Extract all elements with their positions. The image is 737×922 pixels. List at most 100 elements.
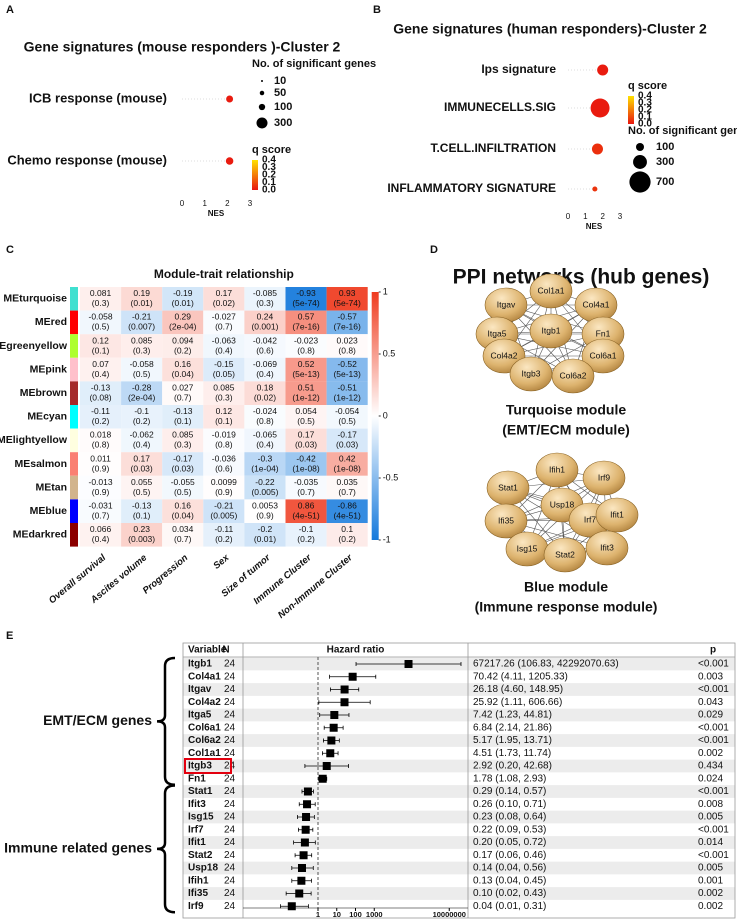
- heatmap-cell: [80, 475, 122, 500]
- x-axis-label: NES: [208, 209, 225, 218]
- heatmap-cell: [326, 310, 368, 335]
- cell-value: -0.21: [214, 500, 234, 510]
- x-tick-label: 3: [248, 199, 253, 208]
- cell-value: -0.063: [212, 335, 236, 345]
- cell-value: -0.054: [335, 406, 359, 416]
- variable: Stat2: [188, 850, 213, 861]
- cell-pvalue: (0.1): [133, 510, 151, 520]
- heatmap-cell: [203, 499, 245, 523]
- cell-pvalue: (0.2): [174, 345, 192, 355]
- cell-pvalue: (4e-51): [333, 510, 361, 520]
- variable: Usp18: [188, 863, 218, 874]
- cell-pvalue: (0.4): [256, 440, 274, 450]
- x-axis-label: NES: [586, 222, 603, 231]
- heatmap-cell: [285, 287, 327, 311]
- hr-marker: [404, 660, 413, 668]
- heatmap-cell: [80, 287, 122, 311]
- x-tick-label: 0: [566, 212, 571, 221]
- heatmap-cell: [80, 310, 122, 335]
- cell-pvalue: (0.003): [128, 534, 155, 544]
- heatmap-cell: [80, 499, 122, 523]
- q-legend-label: 0.4: [262, 155, 276, 166]
- heatmap-cell: [285, 428, 327, 453]
- n-value: 24: [224, 850, 236, 861]
- heatmap-cell: [162, 381, 204, 405]
- heatmap-cell: [162, 452, 204, 476]
- cell-pvalue: (0.4): [215, 345, 233, 355]
- n-value: 24: [224, 748, 236, 759]
- cell-pvalue: (0.9): [92, 487, 110, 497]
- cell-value: 0.0099: [211, 477, 237, 487]
- cell-value: -0.13: [132, 500, 152, 510]
- n-value: 24: [224, 786, 236, 797]
- size-legend-dot: [260, 79, 264, 83]
- size-legend-dot: [259, 90, 265, 96]
- heatmap-cell: [162, 499, 204, 523]
- heatmap-cell: [80, 452, 122, 476]
- heatmap-cell: [244, 499, 286, 523]
- row-label: MEdarkred: [13, 529, 67, 541]
- p-value: 0.001: [698, 875, 723, 886]
- row-band: [183, 836, 735, 849]
- cell-value: 0.29: [174, 312, 191, 322]
- hr-marker: [301, 825, 310, 834]
- cell-pvalue: (0.03): [336, 440, 358, 450]
- n-value: 24: [224, 722, 236, 733]
- category-label: ICB response (mouse): [29, 90, 167, 105]
- node-label: Col6a2: [560, 370, 587, 380]
- cell-value: -0.86: [337, 500, 357, 510]
- category-label: T.CELL.INFILTRATION: [430, 141, 556, 155]
- cell-value: -0.055: [171, 477, 195, 487]
- n-value: 24: [224, 773, 236, 784]
- node-label: Col1a1: [538, 285, 565, 295]
- variable: Ifit3: [188, 799, 206, 810]
- size-legend-label: 100: [274, 101, 292, 113]
- cell-pvalue: (0.9): [92, 463, 110, 473]
- cell-value: -0.3: [258, 453, 273, 463]
- cell-pvalue: (0.7): [297, 487, 315, 497]
- hr-label: 5.17 (1.95, 13.71): [473, 735, 552, 746]
- cell-value: -0.031: [88, 500, 112, 510]
- hr-label: 7.42 (1.23, 44.81): [473, 710, 552, 721]
- node: [595, 497, 639, 533]
- module-color: [70, 499, 78, 523]
- hr-marker: [329, 723, 338, 732]
- node-label: Isg15: [517, 543, 538, 553]
- hr-marker: [330, 711, 339, 719]
- node: [535, 452, 579, 488]
- module-name: Blue module: [524, 579, 608, 595]
- heatmap-cell: [326, 381, 368, 405]
- cell-value: -0.52: [337, 359, 357, 369]
- cell-pvalue: (0.5): [92, 322, 110, 332]
- cell-value: -0.013: [88, 477, 112, 487]
- hr-label: 0.13 (0.04, 0.45): [473, 875, 546, 886]
- cell-pvalue: (0.3): [215, 392, 233, 402]
- cell-pvalue: (1e-04): [251, 463, 279, 473]
- p-value: 0.002: [698, 888, 723, 899]
- row-band: [183, 861, 735, 875]
- hr-label: 6.84 (2.14, 21.86): [473, 722, 552, 733]
- dot: [225, 157, 234, 165]
- size-legend-label: 10: [274, 75, 286, 87]
- x-tick-label: 1000: [366, 910, 383, 919]
- heatmap-cell: [285, 475, 327, 500]
- heatmap-cell: [162, 405, 204, 429]
- cell-pvalue: (0.9): [256, 510, 274, 520]
- module-color: [70, 452, 78, 476]
- heatmap-cell: [326, 334, 368, 358]
- category-label: Chemo response (mouse): [7, 152, 167, 167]
- p-value: 0.434: [698, 761, 723, 772]
- cell-pvalue: (0.6): [215, 463, 233, 473]
- variable: Ifit1: [188, 837, 206, 848]
- cell-value: 0.081: [90, 288, 112, 298]
- heatmap-cell: [285, 452, 327, 476]
- cell-value: 0.52: [298, 359, 315, 369]
- module-color: [70, 310, 78, 335]
- cell-value: -0.062: [130, 430, 154, 440]
- cell-pvalue: (0.1): [92, 345, 110, 355]
- heatmap-cell: [244, 428, 286, 453]
- cell-pvalue: (0.3): [92, 298, 110, 308]
- colorbar-label: -0.5: [383, 472, 399, 482]
- module-color: [70, 475, 78, 500]
- heatmap-cell: [326, 357, 368, 382]
